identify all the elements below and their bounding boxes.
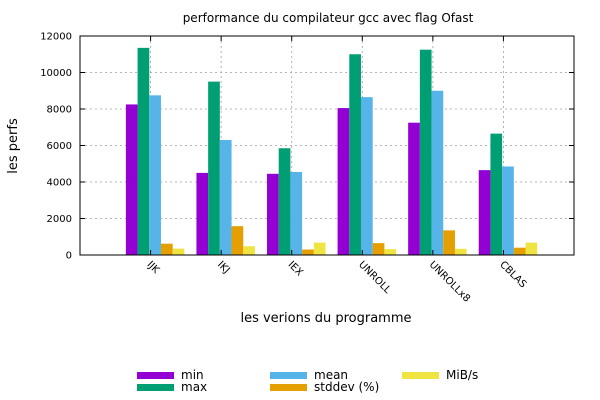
bar-IEX-2 bbox=[290, 171, 303, 255]
bar-UNROLL-3 bbox=[372, 243, 385, 255]
bar-IKJ-3 bbox=[231, 226, 244, 255]
bar-IKJ-2 bbox=[219, 140, 232, 255]
y-tick-label: 12000 bbox=[40, 32, 72, 43]
y-tick-label: 4000 bbox=[47, 178, 72, 189]
y-tick-label: 0 bbox=[66, 251, 72, 262]
legend-swatch bbox=[270, 384, 307, 391]
x-axis-label: les verions du programme bbox=[240, 311, 411, 326]
bar-UNROLL-2 bbox=[360, 97, 373, 255]
bar-UNROLLx8-3 bbox=[443, 230, 455, 255]
bar-IJK-0 bbox=[125, 104, 138, 255]
x-tick-label: CBLAS bbox=[497, 259, 528, 290]
legend-label: max bbox=[181, 380, 207, 394]
x-tick-label: UNROLLx8 bbox=[427, 259, 472, 304]
legend-label: stddev (%) bbox=[314, 380, 379, 394]
legend-swatch bbox=[137, 384, 174, 391]
bar-IKJ-4 bbox=[243, 246, 255, 255]
bar-UNROLL-4 bbox=[384, 249, 397, 255]
bar-IJK-4 bbox=[172, 248, 185, 255]
bar-IKJ-1 bbox=[208, 81, 220, 255]
bar-CBLAS-0 bbox=[478, 170, 491, 255]
chart-title: performance du compilateur gcc avec flag… bbox=[183, 11, 474, 25]
legend-label: MiB/s bbox=[446, 368, 478, 382]
bar-UNROLLx8-1 bbox=[419, 49, 432, 255]
x-ticks: IJK IKJ IEX UNROLL UNROLLx8 CBLAS bbox=[144, 36, 528, 305]
bar-CBLAS-3 bbox=[513, 247, 526, 255]
y-tick-label: 10000 bbox=[40, 68, 72, 79]
x-tick-label: IJK bbox=[144, 259, 161, 276]
legend-label: mean bbox=[314, 368, 348, 382]
bar-IJK-3 bbox=[160, 243, 173, 255]
legend-swatch bbox=[137, 372, 174, 379]
y-ticks: 0 2000 4000 6000 8000 10000 12000 bbox=[40, 32, 574, 262]
bar-UNROLLx8-4 bbox=[454, 248, 467, 255]
x-tick-label: IKJ bbox=[215, 259, 232, 276]
legend-label: min bbox=[181, 368, 204, 382]
bar-IEX-3 bbox=[302, 249, 314, 255]
bar-IEX-4 bbox=[313, 242, 326, 255]
bars bbox=[125, 47, 538, 256]
x-tick-label: UNROLL bbox=[356, 259, 393, 296]
bar-UNROLL-1 bbox=[349, 54, 361, 255]
y-tick-label: 8000 bbox=[47, 105, 72, 116]
bar-UNROLLx8-2 bbox=[431, 90, 444, 255]
bar-IJK-2 bbox=[149, 95, 161, 255]
bar-IKJ-0 bbox=[196, 172, 209, 255]
bar-UNROLL-0 bbox=[337, 108, 350, 256]
bar-IEX-1 bbox=[278, 148, 291, 255]
bar-UNROLLx8-0 bbox=[408, 122, 420, 255]
y-tick-label: 2000 bbox=[47, 214, 72, 225]
bar-CBLAS-2 bbox=[502, 166, 514, 255]
bar-CBLAS-1 bbox=[490, 133, 503, 255]
y-axis-label: les perfs bbox=[6, 118, 21, 174]
y-tick-label: 6000 bbox=[47, 141, 72, 152]
legend-swatch bbox=[402, 372, 439, 379]
legend-swatch bbox=[270, 372, 307, 379]
x-tick-label: IEX bbox=[286, 259, 305, 278]
bar-IJK-1 bbox=[137, 47, 150, 255]
bar-IEX-0 bbox=[267, 173, 279, 255]
bar-CBLAS-4 bbox=[525, 242, 538, 255]
